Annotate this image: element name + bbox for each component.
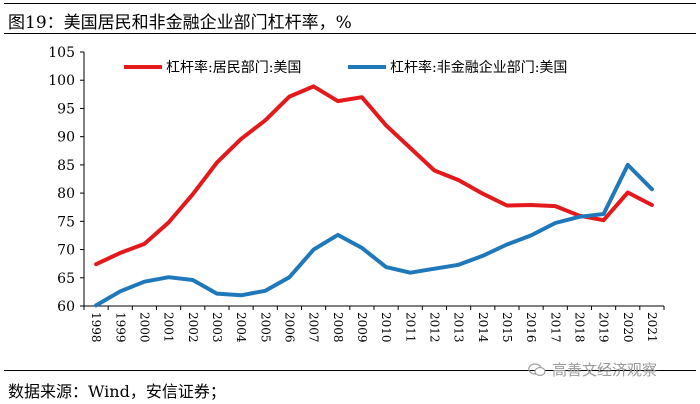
chart-axes: 60 65 70 75 80 85 90 95 100 105 1998 1999 2000 2001 20… [48, 45, 665, 343]
series-line-corporate [94, 162, 654, 308]
wechat-icon [528, 363, 546, 377]
y-tick-label: 100 [48, 73, 75, 89]
x-tick-label: 2001 [162, 312, 176, 343]
x-tick-label: 2009 [355, 312, 369, 343]
x-tick-label: 1998 [89, 312, 103, 343]
x-tick-label: 2003 [210, 312, 224, 343]
x-tick-label: 2004 [234, 312, 248, 343]
y-tick-label: 80 [57, 186, 75, 202]
y-tick-label: 65 [57, 271, 75, 287]
x-tick-label: 1999 [113, 312, 127, 343]
legend-label-corporate: 杠杆率:非金融企业部门:美国 [390, 59, 567, 76]
x-tick-label: 2016 [524, 312, 538, 343]
x-tick-label: 2017 [548, 312, 562, 343]
x-tick-label: 2018 [572, 312, 586, 343]
x-tick-label: 2000 [137, 312, 151, 343]
y-tick-label: 70 [57, 243, 75, 259]
x-tick-label: 2015 [500, 312, 514, 343]
x-tick-label: 2011 [403, 312, 417, 343]
x-tick-label: 2012 [427, 312, 441, 343]
x-tick-label: 2007 [307, 312, 321, 343]
x-tick-label: 2005 [258, 312, 272, 343]
source-note: 数据来源：Wind，安信证券； [8, 382, 226, 401]
top-rule [4, 3, 696, 4]
y-tick-label: 105 [48, 45, 75, 61]
x-tick-label: 2008 [331, 312, 345, 343]
y-tick-label: 90 [57, 130, 75, 146]
y-tick-label: 75 [57, 214, 75, 230]
series-layer [94, 84, 654, 308]
watermark: 高善文经济观察 [528, 359, 657, 380]
x-tick-label: 2014 [476, 312, 490, 343]
watermark-text: 高善文经济观察 [552, 361, 658, 379]
line-chart: 60 65 70 75 80 85 90 95 100 105 1998 1999 2000 2001 20… [48, 45, 665, 343]
y-tick-label: 95 [57, 101, 75, 117]
source-rule [4, 370, 696, 371]
legend-label-household: 杠杆率:居民部门:美国 [166, 59, 301, 76]
x-tick-label: 2013 [452, 312, 466, 343]
chart-legend: 杠杆率:居民部门:美国 杠杆率:非金融企业部门:美国 [124, 59, 567, 76]
title-rule [4, 33, 696, 34]
x-tick-label: 2020 [621, 312, 635, 343]
y-tick-label: 85 [57, 158, 75, 174]
x-tick-label: 2019 [597, 312, 611, 343]
x-tick-label: 2002 [186, 312, 200, 343]
y-tick-label: 60 [57, 299, 75, 315]
figure-title: 图19：美国居民和非金融企业部门杠杆率，% [8, 13, 352, 33]
x-tick-label: 2021 [645, 312, 659, 343]
x-tick-label: 2010 [379, 312, 393, 343]
x-tick-label: 2006 [282, 312, 296, 343]
series-line-household [94, 84, 654, 267]
